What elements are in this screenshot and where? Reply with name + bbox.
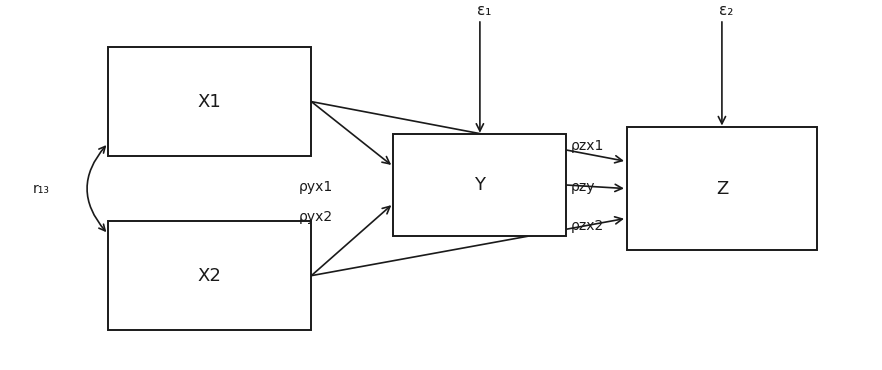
Text: X1: X1 [198, 92, 221, 111]
FancyBboxPatch shape [108, 47, 311, 156]
Text: Z: Z [716, 179, 728, 198]
Text: ρyx1: ρyx1 [298, 179, 333, 194]
Text: ρzx2: ρzx2 [571, 219, 604, 233]
FancyBboxPatch shape [393, 134, 566, 236]
FancyBboxPatch shape [108, 221, 311, 330]
Text: ρzy: ρzy [571, 180, 595, 194]
FancyArrowPatch shape [87, 147, 105, 231]
Text: X2: X2 [198, 267, 221, 285]
Text: r₁₃: r₁₃ [34, 182, 50, 196]
Text: ε₂: ε₂ [719, 3, 734, 18]
Text: ε₁: ε₁ [477, 3, 491, 18]
Text: ρzx1: ρzx1 [571, 139, 604, 154]
Text: Y: Y [475, 176, 485, 194]
FancyBboxPatch shape [627, 127, 817, 250]
Text: ρyx2: ρyx2 [299, 211, 333, 224]
